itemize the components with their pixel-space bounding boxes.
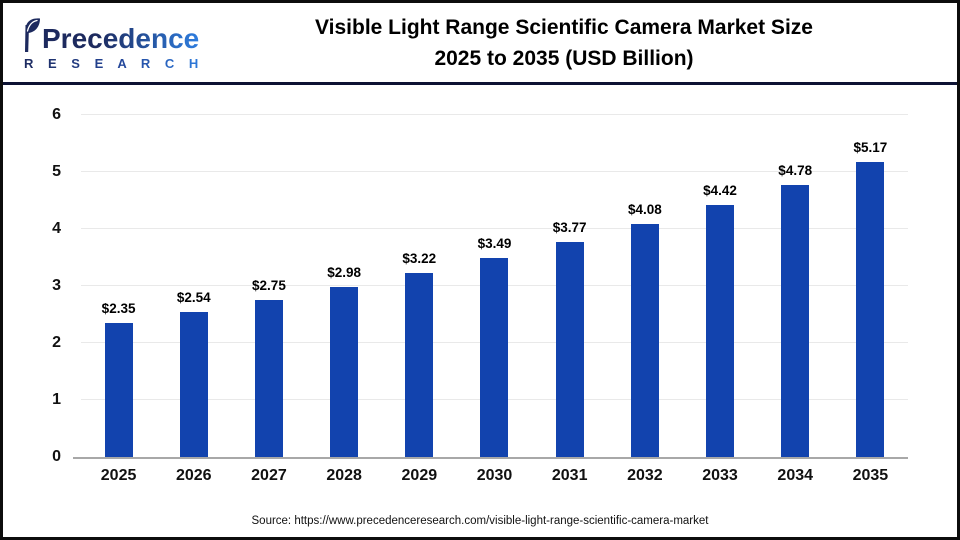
- x-axis-line: [73, 457, 908, 459]
- chart-title-line2: 2025 to 2035 (USD Billion): [434, 47, 694, 70]
- x-tick-label-2031: 2031: [551, 467, 588, 484]
- bar-2028: [330, 287, 359, 457]
- y-tick-label-0: 0: [52, 448, 61, 465]
- bar-2033: [706, 205, 735, 457]
- precedence-research-logo: Precedence R E S E A R C H: [21, 16, 204, 70]
- bar-column-2033: $4.42: [682, 115, 757, 457]
- bar-value-label-2035: $5.17: [853, 140, 888, 156]
- bar-column-2031: $3.77: [532, 115, 607, 457]
- bar-value-label-2029: $3.22: [402, 251, 437, 267]
- bar-value-label-2026: $2.54: [176, 290, 211, 306]
- y-tick-label-3: 3: [52, 277, 61, 294]
- bar-value-label-2034: $4.78: [778, 162, 813, 178]
- y-tick-label-2: 2: [52, 334, 61, 351]
- x-tick-label-2034: 2034: [777, 467, 814, 484]
- bar-2031: [555, 242, 584, 457]
- bar-column-2034: $4.78: [758, 115, 833, 457]
- bar-2035: [856, 162, 885, 457]
- plot-area: $2.35 $2.54 $2.75 $2.98 $3.22 $3.49 $3.77 $4.08…: [73, 114, 908, 459]
- x-tick-label-2025: 2025: [100, 467, 137, 484]
- x-tick-label-2027: 2027: [251, 467, 287, 484]
- bar-value-label-2032: $4.08: [627, 202, 662, 218]
- bar-2027: [254, 300, 283, 457]
- bar-column-2035: $5.17: [833, 115, 908, 457]
- x-tick-label-2026: 2026: [175, 467, 212, 484]
- bar-2032: [630, 224, 659, 457]
- bar-2029: [405, 273, 434, 457]
- bar-value-label-2031: $3.77: [552, 220, 587, 236]
- bar-2026: [179, 312, 208, 457]
- logo-sub-text: R E S E A R C H: [21, 57, 204, 70]
- x-axis: 2025 2026 2027 2028 2029 2030 2031 2032 2033 2034…: [81, 467, 908, 491]
- y-tick-label-6: 6: [52, 106, 61, 123]
- bar-2025: [104, 323, 133, 457]
- chart-title: Visible Light Range Scientific Camera Ma…: [183, 12, 945, 74]
- leaf-icon: [25, 18, 40, 52]
- grid-line-4: [81, 228, 908, 229]
- chart-title-line1: Visible Light Range Scientific Camera Ma…: [315, 16, 813, 39]
- x-tick-label-2035: 2035: [852, 467, 889, 484]
- bar-column-2028: $2.98: [307, 115, 382, 457]
- y-tick-label-4: 4: [52, 220, 61, 237]
- x-tick-label-2030: 2030: [476, 467, 513, 484]
- x-tick-label-2029: 2029: [401, 467, 438, 484]
- bar-value-label-2028: $2.98: [327, 265, 362, 281]
- x-tick-label-2032: 2032: [627, 467, 663, 484]
- bar-2030: [480, 258, 509, 457]
- bar-column-2027: $2.75: [231, 115, 306, 457]
- x-tick-label-2033: 2033: [702, 467, 738, 484]
- bar-column-2026: $2.54: [156, 115, 231, 457]
- bar-value-label-2033: $4.42: [703, 183, 737, 199]
- bar-value-label-2030: $3.49: [477, 236, 512, 252]
- bar-column-2032: $4.08: [607, 115, 682, 457]
- y-tick-label-1: 1: [52, 391, 61, 408]
- bar-2034: [781, 184, 810, 457]
- header: Precedence R E S E A R C H Visible Light…: [3, 3, 957, 85]
- bar-column-2025: $2.35: [81, 115, 156, 457]
- x-tick-label-2028: 2028: [326, 467, 362, 484]
- source-attribution: Source: https://www.precedenceresearch.c…: [251, 515, 709, 527]
- y-axis: 0 1 2 3 4 5 6: [23, 106, 61, 465]
- bar-value-label-2027: $2.75: [252, 278, 286, 294]
- logo-brand-text: Precedence: [42, 23, 200, 54]
- bar-column-2029: $3.22: [382, 115, 457, 457]
- bar-value-label-2025: $2.35: [101, 301, 136, 317]
- grid-line-6: [81, 114, 908, 115]
- y-tick-label-5: 5: [52, 163, 61, 180]
- bar-column-2030: $3.49: [457, 115, 532, 457]
- grid-line-5: [81, 171, 908, 172]
